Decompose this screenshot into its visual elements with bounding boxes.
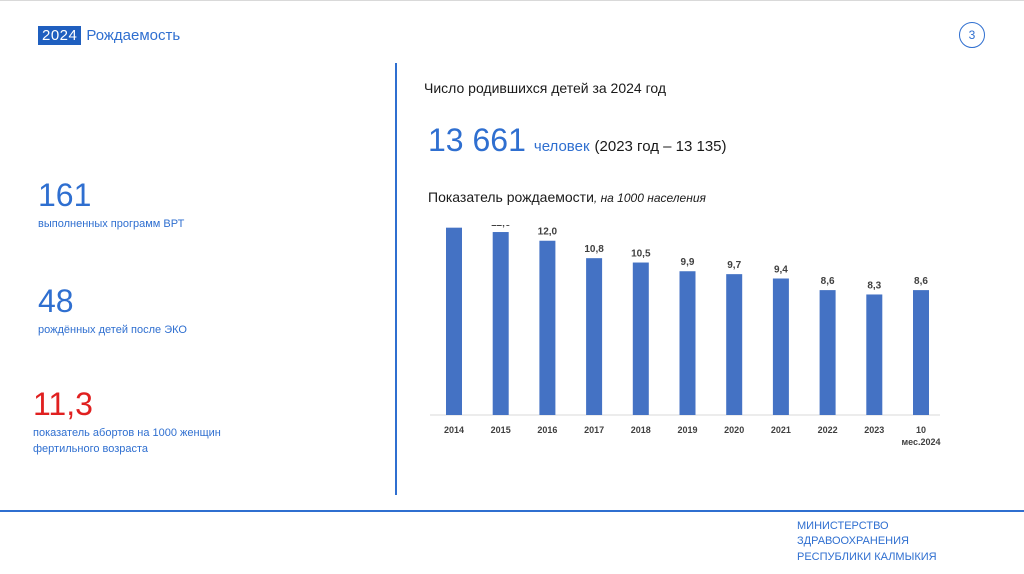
- bottom-divider: [0, 510, 1024, 512]
- top-divider: [0, 0, 1024, 1]
- x-tick-label: мес.2024: [901, 437, 940, 447]
- ministry-line: ЗДРАВООХРАНЕНИЯ: [797, 535, 909, 548]
- bar-value-label: 8,3: [867, 280, 881, 291]
- page-header: 2024 Рождаемость: [38, 26, 180, 45]
- vertical-divider: [395, 63, 397, 495]
- bar-2017: [586, 258, 603, 415]
- bar-2021: [772, 278, 789, 415]
- x-tick-label: 2016: [537, 425, 557, 435]
- bar-value-label: 8,6: [914, 276, 928, 287]
- bar-value-label: 10,5: [631, 249, 651, 260]
- bar-2018: [632, 262, 649, 415]
- bar-2022: [819, 290, 836, 415]
- stat-value: 161: [38, 177, 92, 213]
- ministry-name: МИНИСТЕРСТВО ЗДРАВООХРАНЕНИЯ РЕСПУБЛИКИ …: [797, 519, 937, 565]
- bar-2014: [446, 227, 462, 415]
- ministry-line: МИНИСТЕРСТВО: [797, 520, 889, 532]
- stat-label: выполненных программ ВРТ: [38, 218, 185, 230]
- stat-value: 48: [38, 283, 74, 319]
- x-tick-label: 2018: [631, 425, 651, 435]
- x-tick-label: 2017: [584, 425, 604, 435]
- ministry-line: РЕСПУБЛИКИ КАЛМЫКИЯ: [797, 550, 937, 563]
- births-summary: 13 661 человек (2023 год – 13 135): [428, 122, 727, 159]
- chart-title-sub: , на 1000 населения: [593, 191, 706, 205]
- stat-label: рождённых детей после ЭКО: [38, 324, 187, 336]
- births-unit: человек: [533, 138, 590, 155]
- x-tick-label: 2021: [771, 425, 791, 435]
- x-tick-label: 10: [916, 425, 926, 435]
- bar-2019: [679, 271, 696, 415]
- births-note: (2023 год – 13 135): [594, 138, 727, 155]
- stat-ivf-births: 48 рождённых детей после ЭКО: [38, 285, 187, 339]
- stat-label: показатель абортов на 1000 женщин фертил…: [33, 426, 221, 458]
- bar-2023: [866, 294, 883, 415]
- stat-art-programs: 161 выполненных программ ВРТ: [38, 179, 184, 233]
- bar-10-мес-2024: [913, 290, 929, 415]
- bar-value-label: 12,0: [538, 227, 558, 238]
- x-tick-label: 2019: [677, 425, 697, 435]
- chart-title-main: Показатель рождаемости: [428, 189, 594, 205]
- bar-2020: [726, 274, 743, 415]
- page-title: Рождаемость: [86, 27, 181, 44]
- births-value: 13 661: [428, 122, 526, 158]
- bar-value-label: 10,8: [584, 244, 604, 255]
- year-badge: 2024: [38, 26, 82, 45]
- x-tick-label: 2015: [491, 425, 511, 435]
- page-number-badge: 3: [959, 22, 985, 48]
- bar-2016: [539, 240, 556, 415]
- bar-value-label: 8,6: [821, 276, 835, 287]
- x-tick-label: 2023: [864, 425, 884, 435]
- bar-value-label: 12,6: [491, 225, 511, 229]
- stat-label-line: показатель абортов на 1000 женщин: [33, 427, 221, 439]
- stat-value: 11,3: [33, 386, 93, 422]
- x-tick-label: 2014: [444, 425, 464, 435]
- bar-value-label: 9,9: [681, 257, 695, 268]
- stat-abortion-rate: 11,3 показатель абортов на 1000 женщин ф…: [33, 388, 221, 458]
- bar-value-label: 9,7: [727, 260, 741, 271]
- bar-2015: [492, 232, 509, 415]
- x-tick-label: 2022: [818, 425, 838, 435]
- chart-title: Показатель рождаемости, на 1000 населени…: [428, 189, 706, 205]
- bar-value-label: 9,4: [774, 264, 788, 275]
- stat-label-line: фертильного возраста: [33, 442, 149, 455]
- births-label: Число родившихся детей за 2024 год: [424, 80, 667, 96]
- birth-rate-chart: 12,9201412,6201512,0201610,8201710,52018…: [430, 225, 941, 447]
- x-tick-label: 2020: [724, 425, 744, 435]
